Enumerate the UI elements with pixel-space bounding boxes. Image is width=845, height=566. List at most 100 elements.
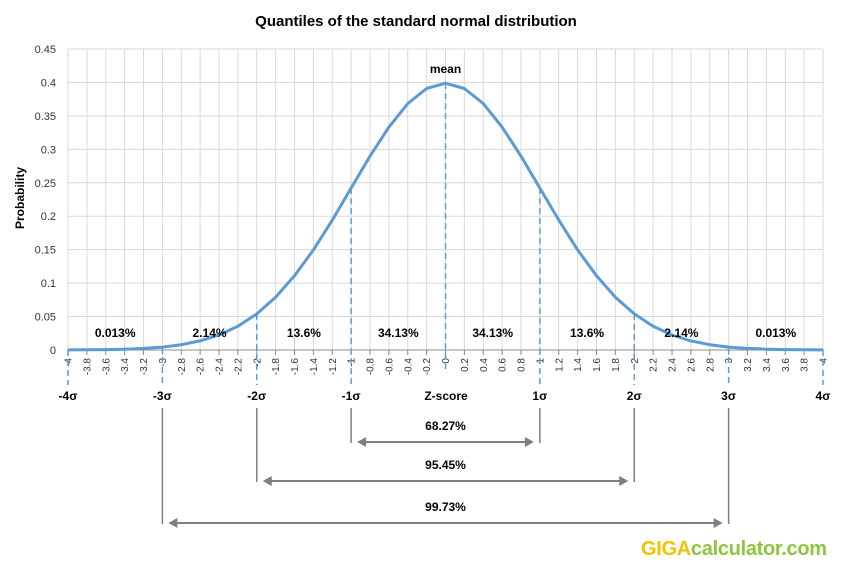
curve-point bbox=[199, 340, 201, 342]
arrowhead-left bbox=[168, 518, 178, 528]
x-tick-label: -3.2 bbox=[139, 358, 150, 376]
sigma-label: 4σ bbox=[816, 389, 831, 403]
curve-point bbox=[671, 334, 673, 336]
x-tick-label: 3.8 bbox=[800, 358, 811, 372]
x-tick-label: 1 bbox=[535, 358, 546, 364]
curve-point bbox=[388, 126, 390, 128]
x-tick-label: -1 bbox=[347, 358, 358, 367]
curve-point bbox=[690, 340, 692, 342]
y-tick-label: 0.2 bbox=[41, 211, 56, 223]
curve-point bbox=[652, 325, 654, 328]
x-tick-label: -1.6 bbox=[290, 358, 301, 376]
curve-point bbox=[104, 348, 107, 351]
x-tick-label: -2.6 bbox=[196, 358, 207, 376]
curve-point bbox=[369, 155, 371, 158]
x-tick-label: -1.4 bbox=[309, 358, 320, 376]
curve-point bbox=[312, 249, 315, 251]
curve-point bbox=[784, 348, 787, 351]
x-tick-label: 1.8 bbox=[611, 358, 622, 372]
region-percent-label: 0.013% bbox=[95, 326, 136, 340]
x-tick-label: -3.6 bbox=[101, 358, 112, 376]
curve-point bbox=[463, 87, 466, 90]
x-tick-label: -0.8 bbox=[366, 358, 377, 376]
region-percent-label: 0.013% bbox=[755, 326, 796, 340]
x-tick-label: -0.2 bbox=[422, 358, 433, 376]
x-tick-label: 1.2 bbox=[554, 358, 565, 372]
curve-point bbox=[406, 102, 409, 105]
curve-point bbox=[595, 275, 598, 277]
x-tick-label: -0.4 bbox=[403, 358, 414, 376]
interval-label: 68.27% bbox=[425, 419, 466, 433]
x-tick-label: -3 bbox=[158, 358, 169, 367]
x-tick-label: -1.8 bbox=[271, 358, 282, 376]
y-tick-label: 0.15 bbox=[35, 245, 56, 257]
x-tick-label: 2.8 bbox=[705, 358, 716, 372]
region-percent-label: 34.13% bbox=[378, 326, 419, 340]
arrowhead-left bbox=[357, 437, 367, 447]
y-axis-label: Probability bbox=[13, 167, 27, 229]
x-tick-label: 3.4 bbox=[762, 358, 773, 372]
curve-point bbox=[237, 325, 239, 328]
mean-label: mean bbox=[430, 62, 461, 76]
curve-point bbox=[557, 219, 560, 221]
interval-label: 95.45% bbox=[425, 458, 466, 472]
curve-point bbox=[614, 296, 617, 298]
plot-grid bbox=[67, 48, 824, 351]
sigma-label: -4σ bbox=[59, 389, 78, 403]
sigma-label: 3σ bbox=[721, 389, 736, 403]
sigma-label: -2σ bbox=[247, 389, 266, 403]
x-tick-label: 3.2 bbox=[743, 358, 754, 372]
y-tick-label: 0.4 bbox=[41, 77, 56, 89]
x-tick-label: 3 bbox=[724, 358, 735, 364]
curve-point bbox=[501, 126, 503, 128]
curve-point bbox=[765, 348, 768, 350]
curve-point bbox=[746, 347, 749, 350]
x-tick-label: 2.2 bbox=[649, 358, 660, 372]
region-percent-label: 13.6% bbox=[287, 326, 321, 340]
curve-point bbox=[142, 347, 145, 350]
x-tick-label: 0.4 bbox=[479, 358, 490, 372]
region-labels: 0.013% 2.14% 13.6% 34.13% 34.13% 13.6% 2.14% 0.… bbox=[95, 326, 797, 340]
sigma-label: -1σ bbox=[342, 389, 361, 403]
y-tick-label: 0.45 bbox=[35, 44, 56, 56]
arrowhead-right bbox=[524, 437, 534, 447]
curve-point bbox=[708, 343, 711, 346]
curve-point bbox=[520, 155, 522, 158]
region-percent-label: 2.14% bbox=[664, 326, 698, 340]
x-tick-label: 2.4 bbox=[668, 358, 679, 372]
interval-brackets: 68.27% 95.45% 99.73% bbox=[161, 408, 730, 528]
x-tick-label: 1.4 bbox=[573, 358, 584, 372]
x-tick-label: -4 bbox=[64, 358, 75, 367]
x-axis-label: Z-score bbox=[424, 389, 468, 403]
x-tick-label: -2.4 bbox=[215, 358, 226, 376]
interval-label: 99.73% bbox=[425, 500, 466, 514]
x-tick-label: 0.8 bbox=[517, 358, 528, 372]
brand-logo-part1: GIGA bbox=[641, 538, 691, 560]
y-tick-label: 0.05 bbox=[35, 312, 56, 324]
sigma-markers: mean -4σ -3σ -2σ -1σ 1σ 2σ 3σ 4σ bbox=[59, 62, 831, 403]
y-tick-label: 0.25 bbox=[35, 178, 56, 190]
region-percent-label: 34.13% bbox=[472, 326, 513, 340]
x-tick-label: 2.6 bbox=[686, 358, 697, 372]
curve-point bbox=[425, 87, 428, 90]
x-tick-label: 0 bbox=[441, 358, 452, 364]
x-tick-label: -2.2 bbox=[233, 358, 244, 376]
x-tick-label: 3.6 bbox=[781, 358, 792, 372]
chart-title: Quantiles of the standard normal distrib… bbox=[255, 13, 577, 30]
x-tick-label: -3.4 bbox=[120, 358, 131, 376]
curve-point bbox=[803, 348, 805, 351]
x-tick-label: 0.2 bbox=[460, 358, 471, 372]
arrowhead-left bbox=[262, 476, 272, 486]
curve-point bbox=[274, 296, 277, 298]
brand-logo: GIGAcalculator.com bbox=[641, 538, 827, 561]
x-tick-label: -2.8 bbox=[177, 358, 188, 376]
curve-point bbox=[293, 275, 296, 277]
region-percent-label: 13.6% bbox=[570, 326, 604, 340]
x-tick-label: -0.6 bbox=[384, 358, 395, 376]
x-tick-label: -2 bbox=[252, 358, 263, 367]
sigma-label: 1σ bbox=[532, 389, 547, 403]
x-tick-label: 2 bbox=[630, 358, 641, 364]
x-tick-label: -1.2 bbox=[328, 358, 339, 376]
curve-point bbox=[576, 249, 579, 251]
